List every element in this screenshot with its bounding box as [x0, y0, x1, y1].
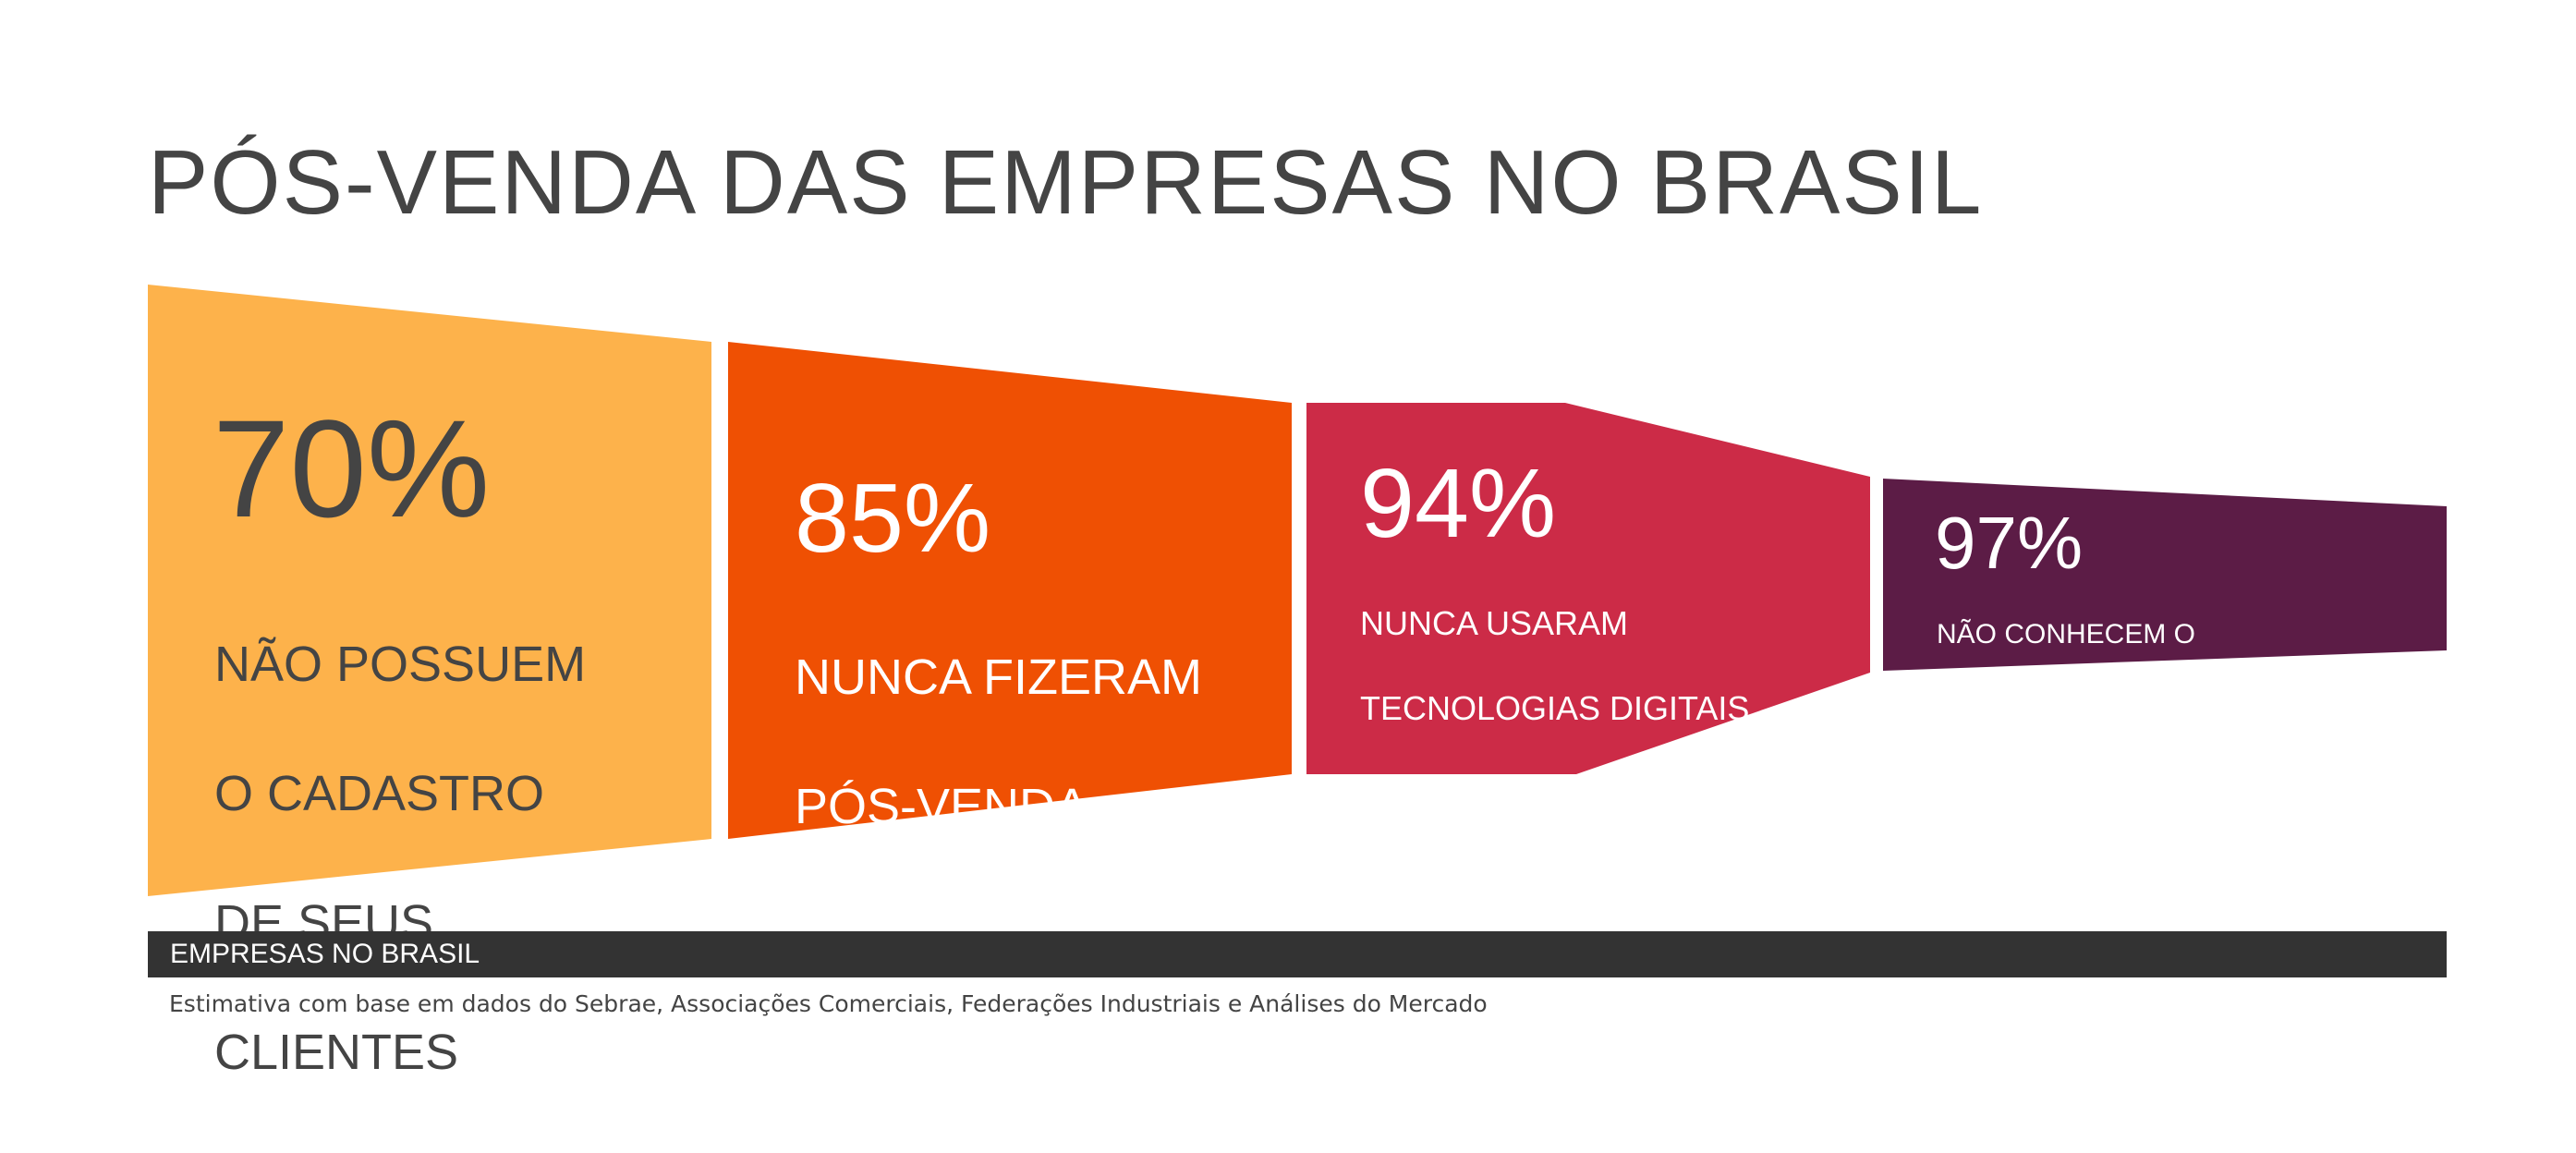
footer-bar: EMPRESAS NO BRASIL [148, 931, 2447, 977]
segment-4-percent: 97% [1935, 502, 2084, 584]
segment-4-line-1: NÃO CONHECEM O [1937, 619, 2196, 649]
segment-2-description: NUNCA FIZERAM PÓS-VENDA [795, 580, 1202, 904]
funnel-segment-4 [1883, 479, 2447, 671]
source-note: Estimativa com base em dados do Sebrae, … [169, 990, 1488, 1017]
segment-3-line-2: TECNOLOGIAS DIGITAIS [1360, 689, 1750, 727]
segment-1-description: NÃO POSSUEM O CADASTRO DE SEUS CLIENTES [214, 567, 586, 1149]
segment-2-line-2: PÓS-VENDA [795, 779, 1089, 834]
segment-2-line-1: NUNCA FIZERAM [795, 649, 1203, 705]
segment-3-line-4: CLIENTES [1360, 859, 1524, 897]
funnel-segment-3 [1306, 403, 1870, 774]
segment-1-percent: 70% [213, 391, 491, 546]
segment-4-line-2: NET PROMOTER SCORE [1937, 689, 2266, 720]
segment-3-line-1: NUNCA USARAM [1360, 604, 1629, 642]
segment-1-line-2: O CADASTRO [214, 766, 545, 821]
segment-3-percent: 94% [1360, 449, 1557, 558]
segment-1-line-1: NÃO POSSUEM [214, 637, 587, 692]
segment-2-percent: 85% [795, 464, 991, 573]
footer-label: EMPRESAS NO BRASIL [170, 939, 480, 969]
segment-4-description: NÃO CONHECEM O NET PROMOTER SCORE [1937, 582, 2266, 758]
funnel-segment-1 [148, 285, 711, 896]
segment-3-line-3: PARA MONITORAR SEUS [1360, 774, 1758, 812]
funnel-segment-2 [728, 342, 1292, 839]
page-title: PÓS-VENDA DAS EMPRESAS NO BRASIL [148, 131, 1984, 233]
segment-3-description: NUNCA USARAM TECNOLOGIAS DIGITAIS PARA M… [1360, 560, 1758, 942]
segment-1-line-4: CLIENTES [214, 1025, 459, 1080]
